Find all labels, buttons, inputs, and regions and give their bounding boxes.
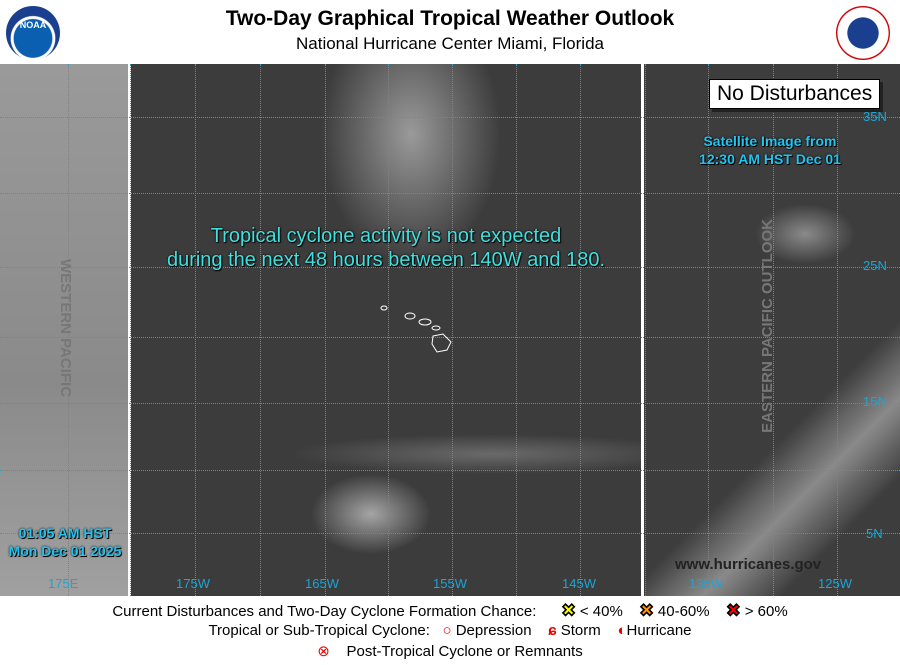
latitude-gridline xyxy=(0,117,900,118)
storm-icon: ɕ xyxy=(548,622,557,639)
longitude-gridline xyxy=(325,64,326,596)
eastern-pacific-panel xyxy=(645,64,900,596)
lon-label: 175E xyxy=(48,576,79,591)
outlook-text: Tropical cyclone activity is not expecte… xyxy=(166,225,606,271)
post-tropical-icon: ⊗ xyxy=(317,643,330,660)
longitude-gridline xyxy=(580,64,581,596)
latitude-gridline xyxy=(0,470,900,471)
eastern-pacific-label: EASTERN PACIFIC OUTLOOK xyxy=(759,219,776,433)
page-subtitle: National Hurricane Center Miami, Florida xyxy=(295,34,604,53)
longitude-gridline xyxy=(516,64,517,596)
page-title: Two-Day Graphical Tropical Weather Outlo… xyxy=(225,7,675,30)
longitude-gridline xyxy=(260,64,261,596)
longitude-gridline xyxy=(645,64,646,596)
lon-label: 155W xyxy=(433,576,467,591)
longitude-gridline xyxy=(388,64,389,596)
satellite-map: 175E 175W 165W 155W 145W 135W 125W 35N 2… xyxy=(0,64,900,596)
legend-row-formation: Current Disturbances and Two-Day Cyclone… xyxy=(112,601,788,621)
hurricane-icon: ◐ xyxy=(617,622,627,639)
latitude-gridline xyxy=(0,533,900,534)
legend-row-post-tropical: ⊗ Post-Tropical Cyclone or Remnants xyxy=(317,643,583,660)
western-pacific-label: WESTERN PACIFIC xyxy=(57,259,74,398)
no-disturbances-box: No Disturbances xyxy=(709,79,881,109)
western-pacific-panel xyxy=(0,64,128,596)
longitude-gridline xyxy=(130,64,131,596)
hawaii-islands xyxy=(380,305,452,353)
lat-label: 15N xyxy=(863,394,887,409)
central-pacific-panel xyxy=(131,64,641,596)
website-watermark: www.hurricanes.gov xyxy=(675,556,822,573)
lon-label: 175W xyxy=(176,576,210,591)
header: NOAA Two-Day Graphical Tropical Weather … xyxy=(0,0,900,64)
x-high-icon: ✖ xyxy=(726,601,741,621)
lat-label: 5N xyxy=(866,526,883,541)
longitude-gridline xyxy=(68,64,69,596)
x-medium-icon: ✖ xyxy=(639,601,654,621)
issued-time: 01:05 AM HST Mon Dec 01 2025 xyxy=(8,525,122,559)
longitude-gridline xyxy=(195,64,196,596)
longitude-gridline xyxy=(837,64,838,596)
lon-label: 165W xyxy=(305,576,339,591)
longitude-gridline xyxy=(452,64,453,596)
latitude-gridline xyxy=(0,403,900,404)
lon-label: 145W xyxy=(562,576,596,591)
latitude-gridline xyxy=(0,267,900,268)
noaa-logo: NOAA xyxy=(6,6,60,60)
longitude-gridline xyxy=(773,64,774,596)
x-low-icon: ✖ xyxy=(561,601,576,621)
legend-row-cyclone: Tropical or Sub-Tropical Cyclone: ○ Depr… xyxy=(208,622,692,639)
panel-divider xyxy=(641,64,644,596)
panel-divider xyxy=(128,64,131,596)
depression-icon: ○ xyxy=(442,622,452,639)
latitude-gridline xyxy=(0,337,900,338)
lat-label: 25N xyxy=(863,258,887,273)
longitude-gridline xyxy=(708,64,709,596)
nws-logo xyxy=(836,6,890,60)
satellite-time: Satellite Image from 12:30 AM HST Dec 01 xyxy=(699,133,841,167)
lon-label: 135W xyxy=(689,576,723,591)
lat-label: 35N xyxy=(863,109,887,124)
latitude-gridline xyxy=(0,193,900,194)
lon-label: 125W xyxy=(818,576,852,591)
